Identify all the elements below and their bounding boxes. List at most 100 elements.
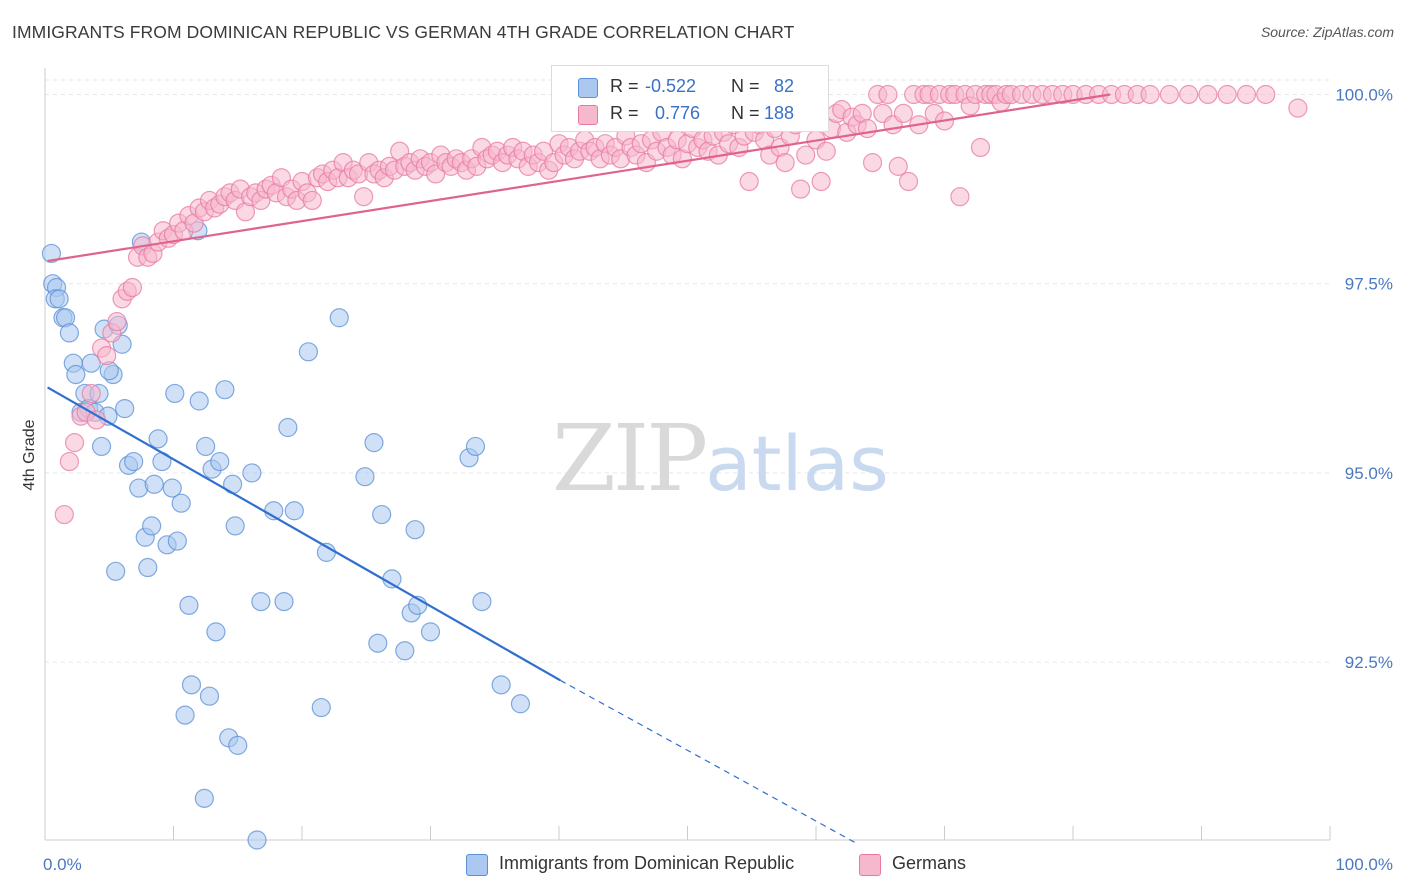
point-dominican (124, 451, 144, 472)
point-dominican (81, 353, 101, 373)
point-dominican (41, 243, 62, 264)
y-tick-label: 100.0% (1335, 85, 1393, 104)
point-dominican (66, 364, 86, 385)
legend-n-value: 188 (764, 103, 795, 123)
point-dominican (278, 417, 298, 438)
legend-r-value: 0.776 (655, 103, 701, 123)
point-german (950, 187, 970, 207)
point-dominican (167, 531, 187, 551)
point-dominican (465, 436, 486, 457)
point-german (302, 190, 322, 211)
watermark-atlas: atlas (705, 419, 889, 508)
point-dominican (91, 436, 112, 457)
point-german (816, 141, 836, 161)
trend-line-dominican-extension (559, 679, 855, 843)
x-tick-label: 100.0% (1335, 855, 1393, 874)
point-german (122, 277, 142, 298)
legend-n-label: N = (731, 103, 760, 123)
source-label: Source: ZipAtlas.com (1260, 24, 1394, 40)
point-dominican (162, 478, 182, 498)
point-dominican (395, 641, 415, 661)
point-german (107, 311, 127, 332)
point-german (1256, 84, 1276, 105)
point-dominican (329, 308, 349, 328)
point-dominican (194, 788, 214, 808)
point-german (1159, 84, 1179, 105)
y-tick-label: 95.0% (1345, 464, 1393, 483)
legend-r-value: -0.522 (645, 76, 697, 96)
legend-swatch-blue (466, 854, 488, 876)
watermark: ZIPatlas (552, 405, 889, 512)
legend-n-value: 82 (774, 76, 795, 96)
legend-swatch-pink (859, 854, 881, 876)
point-german (893, 103, 913, 124)
point-german (878, 84, 898, 105)
point-dominican (210, 451, 230, 472)
point-dominican (355, 467, 375, 487)
point-dominican (251, 591, 271, 612)
point-dominican (181, 675, 202, 695)
point-dominican (106, 561, 126, 581)
point-dominican (372, 504, 392, 525)
point-german (59, 451, 80, 472)
point-dominican (420, 622, 441, 642)
point-german (1288, 98, 1308, 118)
legend-r-label: R = (610, 76, 639, 96)
point-dominican (165, 383, 185, 404)
y-axis-title: 4th Grade (21, 419, 38, 490)
point-dominican (138, 557, 158, 578)
point-dominican (510, 694, 531, 714)
x-tick-label: 0.0% (43, 855, 82, 874)
point-dominican (144, 474, 164, 494)
point-dominican (311, 697, 331, 718)
point-german (862, 153, 883, 173)
legend-row-blue: R = -0.522 N = 82 (552, 74, 828, 100)
point-german (1140, 84, 1160, 105)
legend-label-dominican: Immigrants from Dominican Republic (499, 853, 795, 873)
point-dominican (225, 516, 245, 536)
y-tick-label: 97.5% (1345, 275, 1393, 294)
legend-label-germans: Germans (892, 853, 967, 873)
point-german (898, 171, 919, 192)
point-dominican (274, 591, 294, 612)
point-german (354, 187, 374, 207)
point-dominican (189, 391, 209, 411)
point-dominican (59, 323, 80, 343)
point-german (64, 433, 85, 453)
legend-row-pink: R = 0.776 N = 188 (552, 101, 828, 127)
point-dominican (171, 493, 191, 513)
y-tick-label: 92.5% (1345, 653, 1393, 672)
watermark-zip: ZIP (552, 405, 708, 512)
point-dominican (142, 516, 162, 536)
point-dominican (491, 675, 511, 695)
trend-line-german (47, 93, 1111, 263)
point-dominican (284, 501, 304, 521)
trend-line-dominican (47, 386, 561, 682)
point-dominican (364, 433, 384, 453)
point-dominican (405, 520, 425, 540)
point-german (888, 156, 908, 176)
point-dominican (199, 686, 220, 706)
point-dominican (228, 735, 248, 755)
point-dominican (196, 436, 216, 457)
point-dominican (215, 380, 235, 400)
point-dominican (298, 342, 319, 362)
point-dominican (179, 595, 199, 615)
point-german (739, 171, 759, 192)
point-german (857, 118, 878, 139)
point-german (796, 145, 816, 165)
point-german (1217, 84, 1237, 105)
point-german (81, 383, 101, 404)
point-dominican (148, 429, 168, 449)
point-german (1236, 84, 1257, 105)
point-german (775, 153, 795, 173)
chart-title: IMMIGRANTS FROM DOMINICAN REPUBLIC VS GE… (12, 22, 795, 42)
point-dominican (206, 622, 226, 642)
point-dominican (247, 830, 267, 850)
point-german (97, 346, 117, 366)
point-german (1198, 84, 1218, 105)
legend-swatch-pink (578, 105, 598, 125)
point-german (1179, 84, 1199, 105)
point-dominican (49, 289, 69, 309)
point-german (970, 137, 991, 158)
